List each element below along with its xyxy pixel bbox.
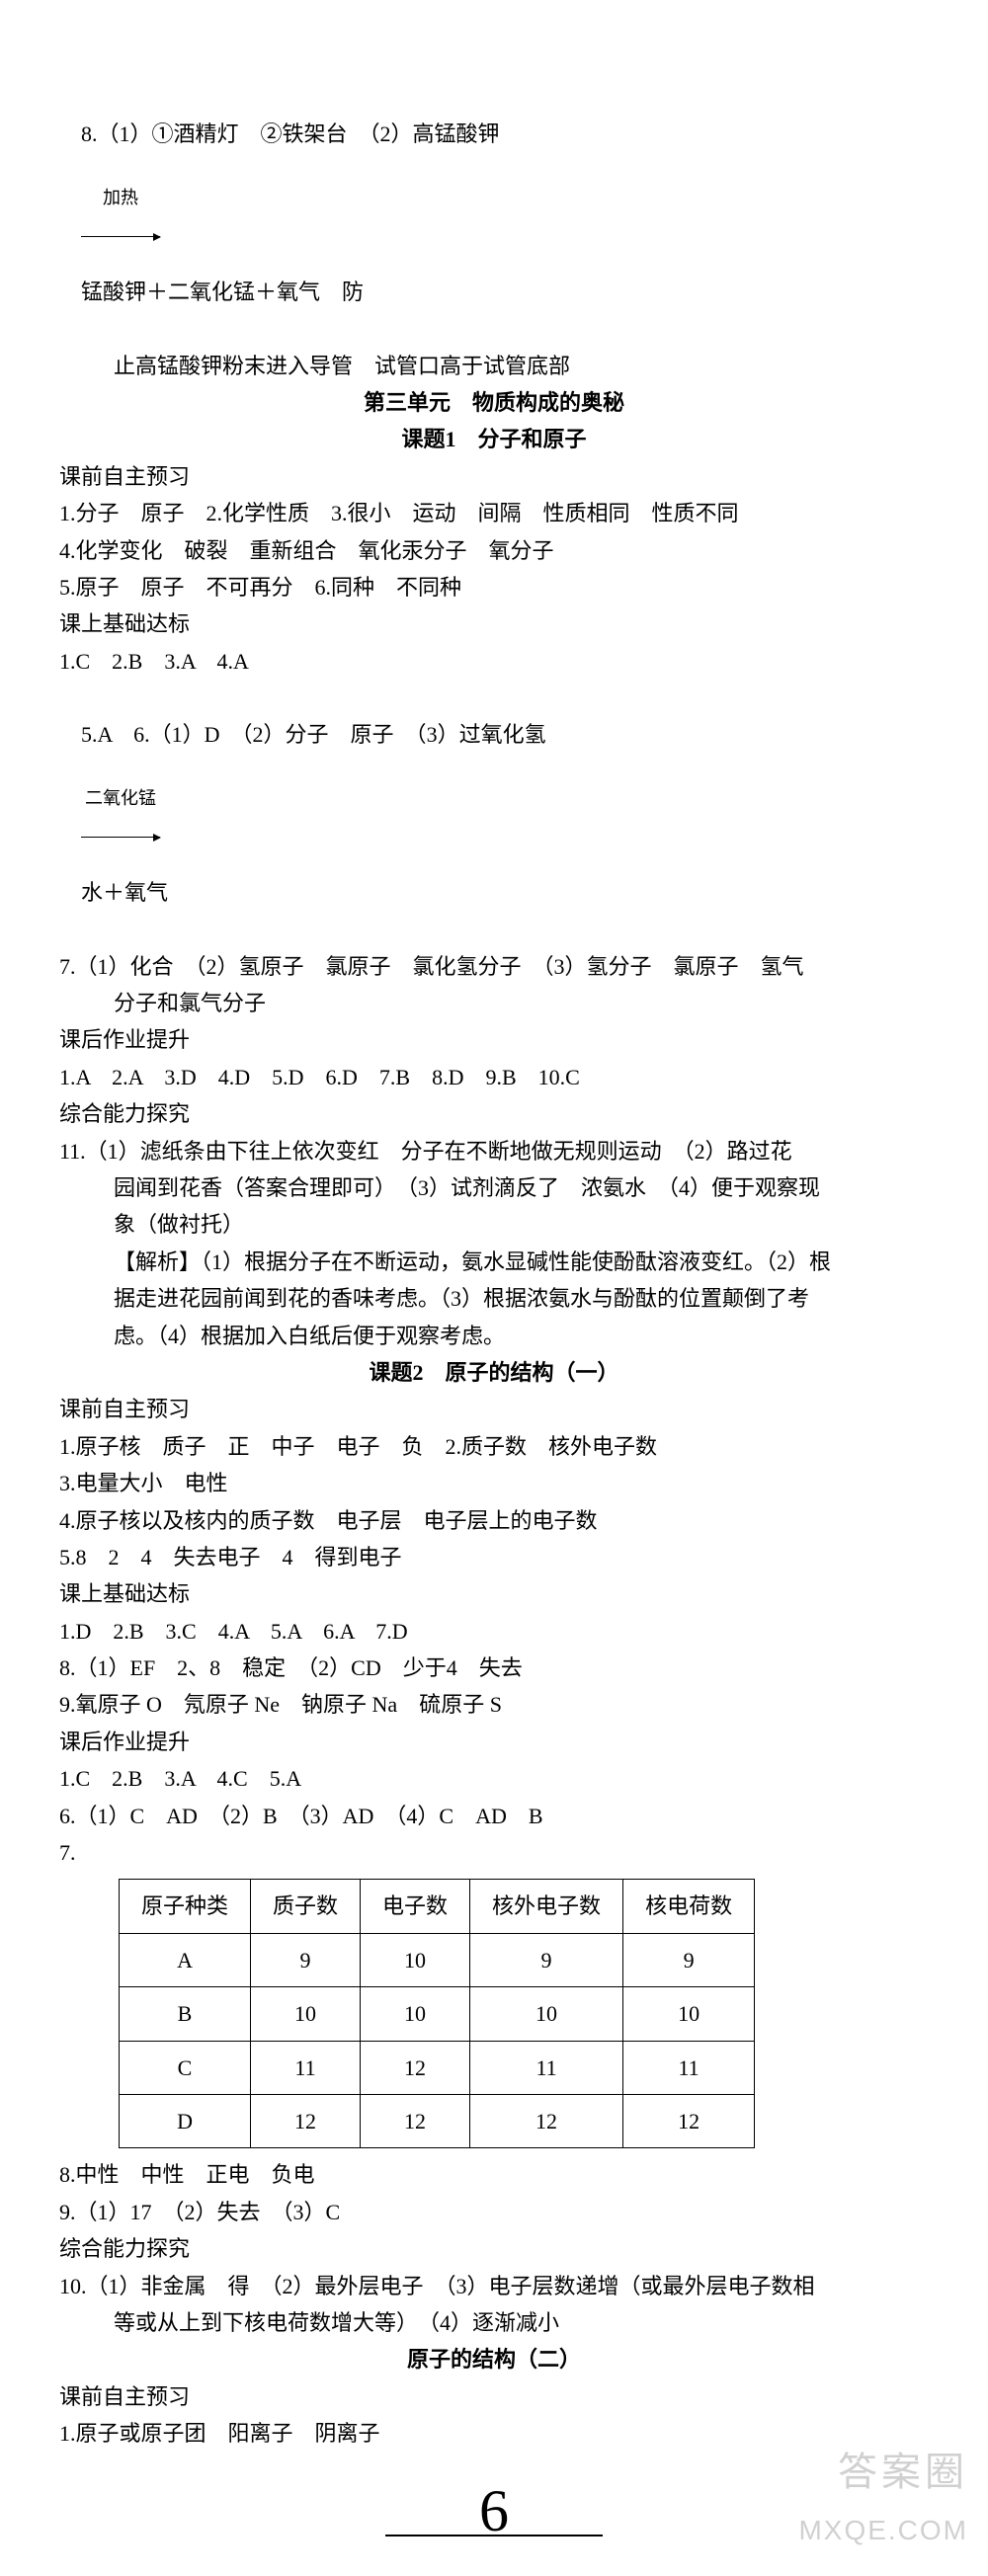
- reaction-arrow-heat: 加热: [81, 153, 160, 274]
- table-cell: 11: [623, 2041, 755, 2094]
- table-cell: 10: [623, 1987, 755, 2041]
- table-cell: C: [120, 2041, 251, 2094]
- text-line: 虑。（4）根据加入白纸后便于观察考虑。: [59, 1318, 929, 1354]
- text-line: 【解析】（1）根据分子在不断运动，氨水显碱性能使酚酞溶液变红。（2）根: [59, 1244, 929, 1280]
- text-line: 分子和氯气分子: [59, 985, 929, 1021]
- table-cell: 12: [251, 2094, 361, 2147]
- text-line: 象（做衬托）: [59, 1206, 929, 1243]
- text-line: 3.电量大小 电性: [59, 1465, 929, 1501]
- atoms-table: 原子种类 质子数 电子数 核外电子数 核电荷数 A 9 10 9 9 B 10 …: [119, 1879, 755, 2148]
- text-line-with-arrow: 5.A 6.（1）D （2）分子 原子 （3）过氧化氢 二氧化锰 水＋氧气: [59, 680, 929, 948]
- text-line: 11.（1）滤纸条由下往上依次变红 分子在不断地做无规则运动 （2）路过花: [59, 1133, 929, 1169]
- section-header: 课前自主预习: [59, 458, 929, 495]
- text-line: 据走进花园前闻到花的香味考虑。（3）根据浓氨水与酚酞的位置颠倒了考: [59, 1280, 929, 1317]
- table-cell: 11: [251, 2041, 361, 2094]
- q8-line2: 止高锰酸钾粉末进入导管 试管口高于试管底部: [59, 348, 929, 384]
- section-header: 课上基础达标: [59, 605, 929, 642]
- text-line: 1.原子核 质子 正 中子 电子 负 2.质子数 核外电子数: [59, 1428, 929, 1465]
- text-line: 4.原子核以及核内的质子数 电子层 电子层上的电子数: [59, 1502, 929, 1539]
- text-line: 1.A 2.A 3.D 4.D 5.D 6.D 7.B 8.D 9.B 10.C: [59, 1059, 929, 1095]
- text-line: 8.（1）EF 2、8 稳定 （2）CD 少于4 失去: [59, 1650, 929, 1686]
- table-cell: D: [120, 2094, 251, 2147]
- table-row: C 11 12 11 11: [120, 2041, 755, 2094]
- table-cell: 12: [470, 2094, 623, 2147]
- section-header: 综合能力探究: [59, 2230, 929, 2267]
- text-line: 等或从上到下核电荷数增大等） （4）逐渐减小: [59, 2304, 929, 2341]
- text-line: 6.（1）C AD （2）B （3）AD （4）C AD B: [59, 1798, 929, 1834]
- section-header: 课后作业提升: [59, 1021, 929, 1058]
- text-line: 10.（1）非金属 得 （2）最外层电子 （3）电子层数递增（或最外层电子数相: [59, 2268, 929, 2304]
- table-cell: 9: [623, 1933, 755, 1986]
- table-cell: 10: [361, 1933, 470, 1986]
- text-line: 7.（1）化合 （2）氢原子 氯原子 氯化氢分子 （3）氢分子 氯原子 氢气: [59, 948, 929, 985]
- c2b: 水＋氧气: [81, 880, 168, 905]
- c2a: 5.A 6.（1）D （2）分子 原子 （3）过氧化氢: [81, 722, 546, 747]
- table-cell: 10: [251, 1987, 361, 2041]
- table-row: B 10 10 10 10: [120, 1987, 755, 2041]
- table-header: 原子种类: [120, 1880, 251, 1933]
- text-line: 1.C 2.B 3.A 4.A: [59, 643, 929, 680]
- document-page: 8.（1）①酒精灯 ②铁架台 （2）高锰酸钾 加热 锰酸钾＋二氧化锰＋氧气 防 …: [0, 0, 988, 2576]
- text-line: 7.: [59, 1834, 929, 1871]
- section-header: 综合能力探究: [59, 1095, 929, 1132]
- table-cell: 11: [470, 2041, 623, 2094]
- q8-text-a: 8.（1）①酒精灯 ②铁架台 （2）高锰酸钾: [81, 121, 500, 146]
- text-line: 1.分子 原子 2.化学性质 3.很小 运动 间隔 性质相同 性质不同: [59, 495, 929, 531]
- topic2-title: 课题2 原子的结构（一）: [59, 1354, 929, 1391]
- topic2b-title: 原子的结构（二）: [59, 2341, 929, 2377]
- text-line: 9.（1）17 （2）失去 （3）C: [59, 2194, 929, 2230]
- section-header: 课前自主预习: [59, 2378, 929, 2415]
- text-line: 5.8 2 4 失去电子 4 得到电子: [59, 1539, 929, 1575]
- table-row: D 12 12 12 12: [120, 2094, 755, 2147]
- table-cell: 9: [251, 1933, 361, 1986]
- text-line: 1.原子或原子团 阳离子 阴离子: [59, 2415, 929, 2452]
- table-cell: 12: [623, 2094, 755, 2147]
- table-row: A 9 10 9 9: [120, 1933, 755, 1986]
- text-line: 4.化学变化 破裂 重新组合 氧化汞分子 氧分子: [59, 532, 929, 569]
- unit3-title: 第三单元 物质构成的奥秘: [59, 384, 929, 421]
- q8-text-b: 锰酸钾＋二氧化锰＋氧气 防: [81, 280, 364, 304]
- text-line: 9.氧原子 O 氖原子 Ne 钠原子 Na 硫原子 S: [59, 1686, 929, 1723]
- topic1-title: 课题1 分子和原子: [59, 421, 929, 457]
- table-cell: 9: [470, 1933, 623, 1986]
- text-line: 5.原子 原子 不可再分 6.同种 不同种: [59, 569, 929, 605]
- text-line: 1.C 2.B 3.A 4.C 5.A: [59, 1760, 929, 1797]
- table-cell: 10: [470, 1987, 623, 2041]
- section-header: 课后作业提升: [59, 1724, 929, 1760]
- table-header-row: 原子种类 质子数 电子数 核外电子数 核电荷数: [120, 1880, 755, 1933]
- page-number: 6: [59, 2481, 929, 2540]
- text-line: 8.中性 中性 正电 负电: [59, 2156, 929, 2193]
- table-cell: A: [120, 1933, 251, 1986]
- text-line: 园闻到花香（答案合理即可） （3）试剂滴反了 浓氨水 （4）便于观察现: [59, 1169, 929, 1206]
- table-cell: 12: [361, 2094, 470, 2147]
- table-header: 质子数: [251, 1880, 361, 1933]
- table-cell: 12: [361, 2041, 470, 2094]
- section-header: 课上基础达标: [59, 1575, 929, 1612]
- table-header: 核外电子数: [470, 1880, 623, 1933]
- text-line: 1.D 2.B 3.C 4.A 5.A 6.A 7.D: [59, 1613, 929, 1650]
- table-header: 核电荷数: [623, 1880, 755, 1933]
- reaction-arrow-catalyst: 二氧化锰: [81, 754, 160, 874]
- q8-line1: 8.（1）①酒精灯 ②铁架台 （2）高锰酸钾 加热 锰酸钾＋二氧化锰＋氧气 防: [59, 79, 929, 348]
- table-cell: B: [120, 1987, 251, 2041]
- table-cell: 10: [361, 1987, 470, 2041]
- table-header: 电子数: [361, 1880, 470, 1933]
- section-header: 课前自主预习: [59, 1391, 929, 1427]
